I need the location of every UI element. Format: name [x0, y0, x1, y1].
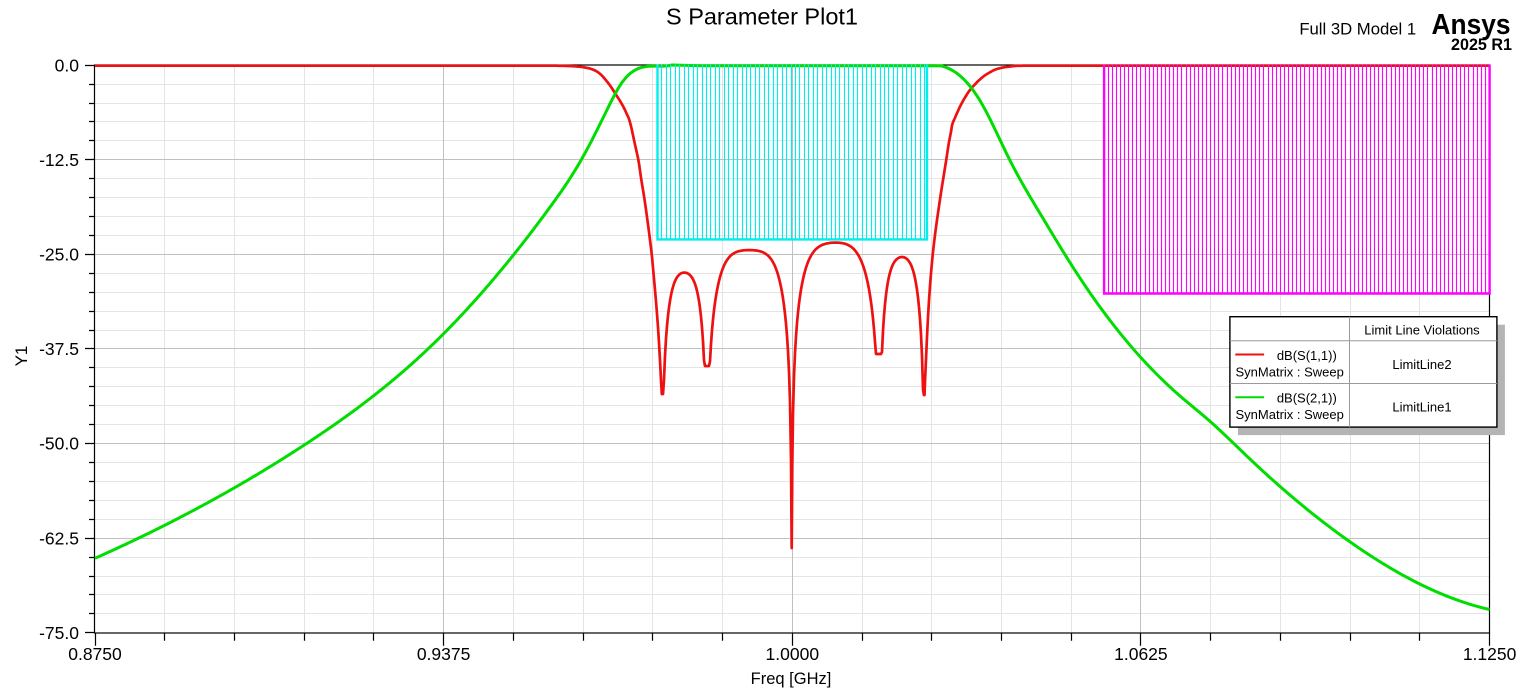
svg-text:dB(S(2,1)): dB(S(2,1)) — [1277, 391, 1337, 406]
svg-text:-37.5: -37.5 — [39, 339, 79, 359]
svg-text:SynMatrix : Sweep: SynMatrix : Sweep — [1236, 365, 1344, 380]
svg-text:1.0000: 1.0000 — [766, 644, 820, 664]
svg-text:Y1: Y1 — [12, 346, 31, 367]
svg-text:0.8750: 0.8750 — [68, 644, 122, 664]
svg-text:Freq [GHz]: Freq [GHz] — [751, 670, 832, 688]
svg-text:0.0: 0.0 — [55, 55, 80, 75]
svg-text:LimitLine2: LimitLine2 — [1392, 357, 1451, 372]
svg-text:0.9375: 0.9375 — [417, 644, 471, 664]
svg-text:SynMatrix : Sweep: SynMatrix : Sweep — [1236, 407, 1344, 422]
svg-text:-12.5: -12.5 — [39, 150, 79, 170]
svg-text:Full 3D Model 1: Full 3D Model 1 — [1299, 20, 1416, 39]
svg-text:2025 R1: 2025 R1 — [1451, 36, 1512, 54]
svg-text:1.1250: 1.1250 — [1463, 644, 1517, 664]
svg-text:S Parameter Plot1: S Parameter Plot1 — [666, 4, 858, 30]
svg-text:Limit Line Violations: Limit Line Violations — [1364, 323, 1480, 338]
svg-text:Ansys: Ansys — [1432, 9, 1511, 41]
svg-text:1.0625: 1.0625 — [1114, 644, 1168, 664]
svg-text:-50.0: -50.0 — [39, 434, 79, 454]
svg-text:dB(S(1,1)): dB(S(1,1)) — [1277, 348, 1337, 363]
svg-text:-25.0: -25.0 — [39, 245, 79, 265]
svg-text:LimitLine1: LimitLine1 — [1392, 400, 1451, 415]
svg-text:-62.5: -62.5 — [39, 528, 79, 548]
svg-text:-75.0: -75.0 — [39, 623, 79, 643]
